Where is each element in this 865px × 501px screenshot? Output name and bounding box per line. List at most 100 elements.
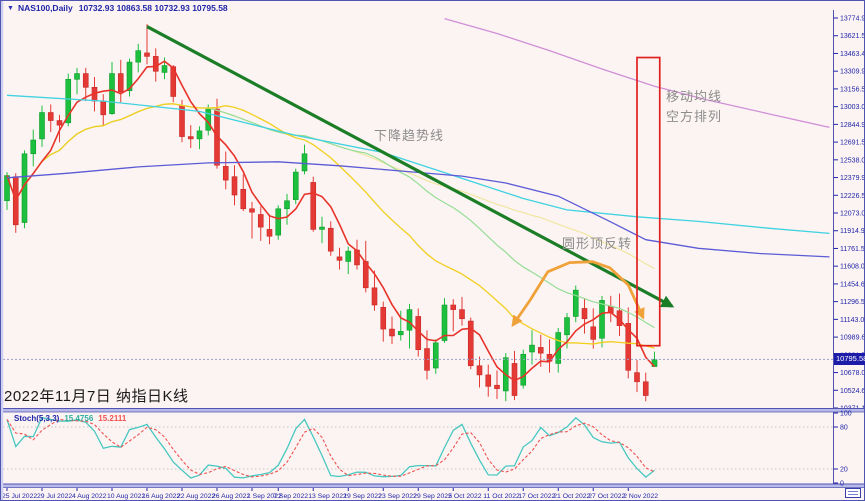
collapse-triangle-icon[interactable]: ▼ — [7, 5, 14, 12]
annotation-ma-line1: 移动均线 — [666, 89, 723, 104]
candlestick — [39, 105, 45, 147]
annotation-rounded-top-label[interactable]: 圆形顶反转 — [562, 236, 633, 251]
candlestick — [74, 67, 80, 95]
candlestick — [494, 370, 500, 399]
highlight-rectangle[interactable] — [636, 56, 661, 347]
price-axis-label: 13774.95 — [840, 16, 865, 23]
candlestick — [257, 206, 264, 241]
date-axis-label: 1 Sep 2022 — [247, 493, 282, 500]
price-axis-label: 11143.05 — [840, 317, 865, 324]
price-axis-label: 12226.50 — [840, 193, 865, 200]
date-axis-label: 4 Aug 2022 — [72, 493, 107, 500]
annotation-ma-alignment-label[interactable]: 移动均线 空方排列 — [666, 87, 722, 127]
price-axis-label: 12691.50 — [840, 140, 865, 147]
candlestick — [459, 296, 465, 326]
panel-separator[interactable] — [1, 408, 864, 412]
candlestick — [231, 165, 238, 206]
rounded-top-arc[interactable] — [511, 260, 645, 327]
candlestick — [432, 339, 439, 374]
symbol-period-label: NAS100,Daily — [17, 3, 73, 13]
candlestick — [144, 24, 150, 65]
candlestick — [450, 299, 457, 332]
stoch-signal-line — [6, 418, 655, 478]
candlestick — [126, 58, 133, 97]
candlestick — [65, 73, 72, 127]
candlestick — [371, 270, 378, 311]
price-axis-label: 11296.50 — [840, 299, 865, 306]
date-axis-label: 7 Sep 2022 — [273, 493, 308, 500]
ma-violet-line — [444, 17, 830, 129]
price-axis-label: 11608.05 — [840, 264, 865, 271]
candlestick — [634, 360, 640, 393]
candlestick — [109, 62, 115, 115]
downtrend-line[interactable] — [146, 25, 675, 308]
date-axis-label: 22 Aug 2022 — [177, 493, 215, 500]
candlestick — [240, 174, 247, 212]
candlestick — [170, 64, 177, 103]
current-price-box: 10795.58 — [834, 353, 865, 365]
date-axis-label: 10 Aug 2022 — [107, 493, 145, 500]
candlestick — [336, 247, 343, 270]
price-axis-label: 11454.60 — [840, 281, 865, 288]
candlestick — [476, 356, 483, 388]
chart-title: ▼ NAS100,Daily 10732.93 10863.58 10732.93 … — [7, 3, 228, 13]
quick-nav-box[interactable] — [845, 488, 861, 498]
candlestick — [266, 214, 273, 245]
candlestick — [30, 129, 37, 167]
candlestick — [196, 126, 203, 150]
date-axis-label: 5 Oct 2022 — [448, 493, 481, 500]
price-axis-label: 13003.05 — [840, 104, 865, 111]
date-note-label[interactable]: 2022年11月7日 纳指日K线 — [4, 388, 189, 405]
candlestick — [56, 114, 63, 143]
candlestick — [520, 349, 527, 389]
date-axis-label: 11 Oct 2022 — [483, 493, 520, 500]
date-axis-label: 29 Jul 2022 — [37, 493, 72, 500]
candlestick — [572, 285, 579, 323]
candlestick — [249, 201, 255, 239]
candlestick — [82, 67, 89, 102]
candlestick — [275, 205, 282, 240]
date-axis-label: 25 Jul 2022 — [2, 493, 37, 500]
price-axis-label: 13156.50 — [840, 86, 865, 93]
panel-separator[interactable] — [1, 483, 864, 488]
candlestick — [187, 125, 194, 149]
candlestick — [327, 221, 334, 256]
price-axis-label: 10989.60 — [840, 335, 865, 342]
candlestick — [12, 173, 19, 233]
stoch-axis-label: 100 — [840, 411, 852, 418]
ma-cyan-line — [6, 94, 830, 235]
price-axis-label: 12844.95 — [840, 122, 865, 129]
candlestick — [301, 144, 308, 175]
ohlc-values: 10732.93 10863.58 10732.93 10795.58 — [78, 3, 228, 13]
date-axis-label: 2 Nov 2022 — [623, 493, 658, 500]
candlestick — [397, 310, 404, 341]
stoch-axis-label: 20 — [840, 467, 848, 474]
window-left-edge — [1, 1, 4, 500]
candlestick — [47, 104, 54, 132]
date-axis-label: 21 Oct 2022 — [553, 493, 590, 500]
price-axis-label: 10524.60 — [840, 388, 865, 395]
price-axis-label: 12538.05 — [840, 157, 865, 164]
price-axis-label: 13309.95 — [840, 69, 865, 76]
price-axis-label: 11914.95 — [840, 228, 865, 235]
ma-mid-line — [6, 103, 655, 349]
price-axis-label: 10678.05 — [840, 370, 865, 377]
candlestick — [292, 168, 299, 205]
date-axis-label: 19 Sep 2022 — [343, 493, 382, 500]
candlestick — [310, 176, 317, 232]
candlestick — [319, 216, 325, 244]
stoch-main-line — [6, 416, 655, 479]
candlestick — [467, 317, 474, 370]
candlestick — [406, 303, 413, 349]
candlestick — [152, 48, 159, 82]
date-axis-label: 26 Aug 2022 — [212, 493, 250, 500]
candlestick — [642, 372, 649, 402]
candlestick — [117, 59, 124, 103]
main-chart-area[interactable] — [3, 17, 833, 402]
stoch-signal-value: 15.2111 — [98, 414, 127, 423]
ma-fast-line — [6, 60, 656, 382]
annotation-downtrend-label[interactable]: 下降趋势线 — [374, 128, 445, 143]
stoch-panel[interactable] — [6, 416, 655, 479]
